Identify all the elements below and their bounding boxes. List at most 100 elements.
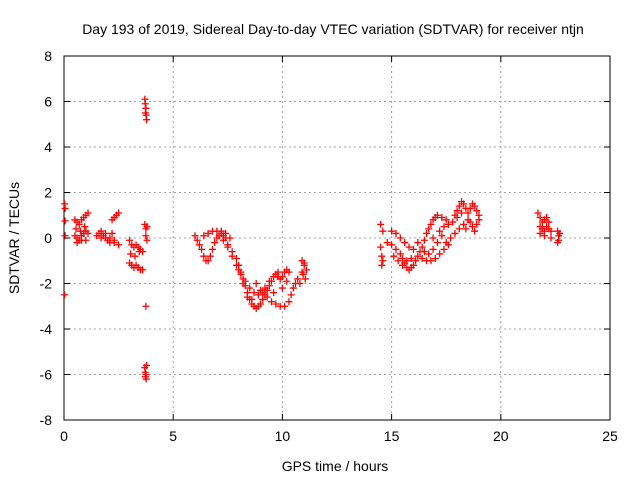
x-tick-labels: 0 5 10 15 20 25 — [60, 428, 618, 444]
data-point — [442, 216, 450, 224]
data-point — [272, 300, 280, 308]
data-point — [211, 239, 219, 247]
data-point — [283, 277, 291, 285]
data-point — [540, 232, 548, 240]
y-axis-label: SDTVAR / TECUs — [6, 182, 22, 294]
data-point — [436, 227, 444, 235]
data-point — [139, 266, 147, 274]
chart-title: Day 193 of 2019, Sidereal Day-to-day VTE… — [82, 21, 584, 37]
data-point — [451, 229, 459, 237]
data-point — [219, 236, 227, 244]
data-point — [108, 229, 116, 237]
data-point — [379, 257, 387, 265]
data-point — [224, 243, 232, 251]
data-point — [61, 204, 69, 212]
x-tick-label: 0 — [60, 428, 68, 444]
data-point — [237, 270, 245, 278]
data-point — [468, 223, 476, 231]
data-point — [388, 227, 396, 235]
data-point — [547, 234, 555, 242]
data-point — [378, 252, 386, 260]
data-point — [442, 239, 450, 247]
data-point — [440, 245, 448, 253]
data-point — [302, 266, 310, 274]
data-point — [81, 223, 89, 231]
data-point — [543, 214, 551, 222]
data-point — [407, 254, 415, 262]
data-point — [204, 257, 212, 265]
x-tick-label: 15 — [384, 428, 400, 444]
data-point — [143, 361, 151, 369]
data-point — [115, 209, 123, 217]
data-point — [453, 207, 461, 215]
data-point — [235, 266, 243, 274]
data-point — [455, 225, 463, 233]
data-point — [427, 257, 435, 265]
data-point — [76, 227, 84, 235]
data-point — [142, 232, 150, 240]
data-point — [471, 202, 479, 210]
data-point — [222, 229, 230, 237]
data-point — [473, 207, 481, 215]
data-point — [285, 268, 293, 276]
data-point — [379, 227, 387, 235]
data-point — [261, 284, 269, 292]
data-point — [438, 214, 446, 222]
data-point — [412, 257, 420, 265]
data-point — [248, 295, 256, 303]
data-point — [298, 268, 306, 276]
data-point — [377, 220, 385, 228]
data-point — [270, 289, 278, 297]
x-tick-label: 20 — [493, 428, 509, 444]
data-point — [84, 229, 92, 237]
data-point — [460, 200, 468, 208]
data-point — [206, 252, 214, 260]
data-point — [418, 254, 426, 262]
data-point — [473, 220, 481, 228]
data-point — [433, 239, 441, 247]
data-point — [420, 248, 428, 256]
data-point — [267, 298, 275, 306]
data-point — [281, 302, 289, 310]
y-tick-label: -4 — [40, 321, 53, 337]
data-point — [263, 293, 271, 301]
data-point — [471, 227, 479, 235]
data-point — [246, 284, 254, 292]
data-point — [409, 261, 417, 269]
data-point — [142, 375, 150, 383]
data-point — [403, 257, 411, 265]
data-point — [420, 236, 428, 244]
data-point — [131, 252, 139, 260]
data-point — [444, 220, 452, 228]
data-point — [399, 261, 407, 269]
data-point — [301, 275, 309, 283]
data-point — [377, 243, 385, 251]
y-tick-label: 2 — [44, 185, 52, 201]
data-point — [285, 298, 293, 306]
data-point — [401, 239, 409, 247]
x-tick-label: 10 — [275, 428, 291, 444]
data-point — [289, 284, 297, 292]
data-point — [226, 234, 234, 242]
y-tick-label: 6 — [44, 94, 52, 110]
data-point — [440, 223, 448, 231]
data-point — [425, 225, 433, 233]
data-point — [200, 232, 208, 240]
data-point — [392, 245, 400, 253]
data-point — [110, 239, 118, 247]
data-point — [390, 252, 398, 260]
data-point — [198, 245, 206, 253]
data-point — [209, 245, 217, 253]
data-point — [383, 239, 391, 247]
data-point — [254, 291, 262, 299]
data-point — [425, 250, 433, 258]
data-point — [61, 291, 69, 299]
data-point — [233, 261, 241, 269]
data-point — [82, 236, 90, 244]
data-point — [278, 284, 286, 292]
data-point — [243, 293, 251, 301]
data-point — [394, 257, 402, 265]
data-point — [433, 211, 441, 219]
data-point — [193, 236, 201, 244]
